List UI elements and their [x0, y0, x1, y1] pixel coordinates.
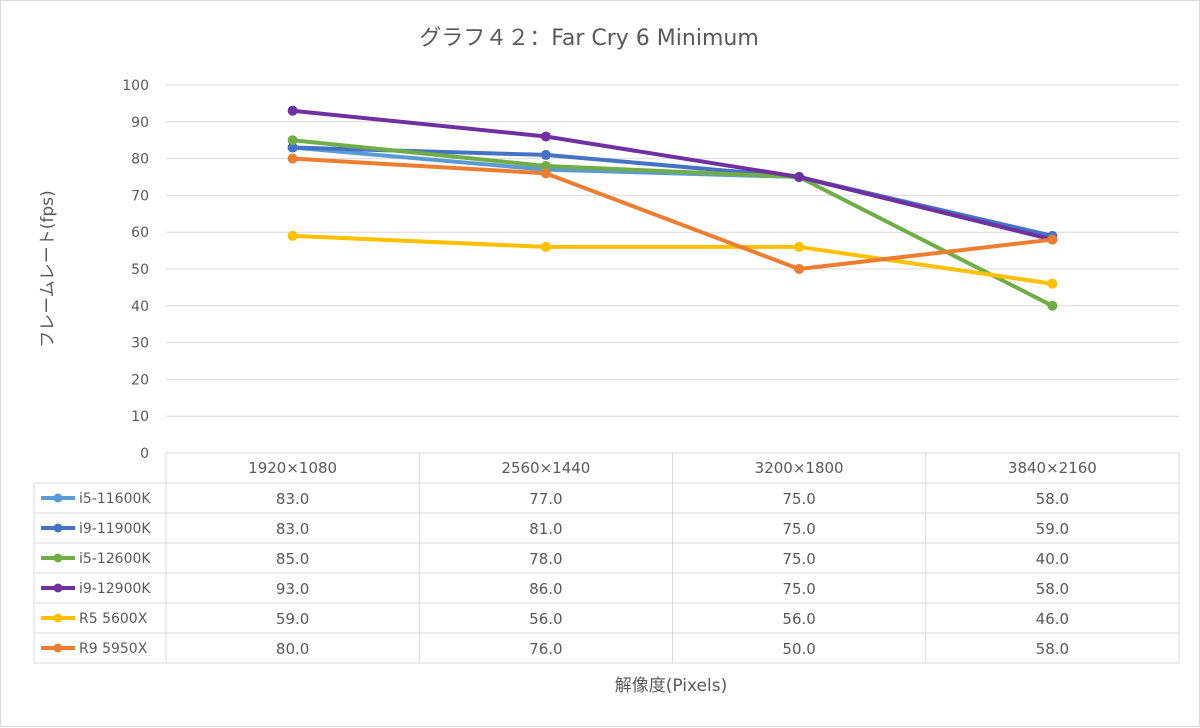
- data-cell-value: 56.0: [782, 610, 815, 628]
- data-cell-value: 75.0: [782, 580, 815, 598]
- data-point: [794, 241, 805, 252]
- data-cell-value: 78.0: [529, 550, 562, 568]
- data-point: [1047, 278, 1058, 289]
- chart-title: グラフ４２：Far Cry 6 Minimum: [419, 26, 759, 51]
- data-cell-value: 58.0: [1036, 580, 1069, 598]
- legend-series-name: i5-12600K: [79, 551, 151, 567]
- data-cell-value: 76.0: [529, 640, 562, 658]
- y-tick-label: 60: [131, 225, 149, 241]
- data-point: [287, 230, 298, 241]
- data-point: [794, 172, 805, 182]
- data-cell-value: 77.0: [529, 490, 562, 508]
- data-cell-value: 93.0: [276, 580, 309, 598]
- series-lines: [287, 105, 1058, 311]
- data-cell-value: 83.0: [276, 490, 309, 508]
- data-point: [287, 135, 298, 146]
- y-axis-ticks: 0 10 20 30 40 50 60 70 80 90 100: [122, 78, 149, 462]
- data-cell-value: 75.0: [782, 520, 815, 538]
- legend-key-marker: [53, 493, 63, 503]
- data-cell-value: 56.0: [529, 610, 562, 628]
- y-tick-label: 80: [131, 152, 149, 168]
- legend-series-name: i9-12900K: [79, 581, 151, 597]
- data-point: [540, 168, 551, 179]
- data-point: [287, 142, 298, 153]
- data-point: [287, 153, 298, 164]
- data-cell-value: 59.0: [1036, 520, 1069, 538]
- legend-key-marker: [53, 553, 63, 563]
- data-cell-value: 85.0: [276, 550, 309, 568]
- y-tick-label: 10: [131, 409, 149, 425]
- series-line: [290, 145, 1055, 242]
- series-line: [290, 156, 1055, 271]
- data-cell-value: 83.0: [276, 520, 309, 538]
- legend-series-name: i5-11600K: [79, 491, 151, 507]
- data-cell-value: 80.0: [276, 640, 309, 658]
- data-cell-value: 59.0: [276, 610, 309, 628]
- data-cell-value: 46.0: [1036, 610, 1069, 628]
- y-tick-label: 40: [131, 299, 149, 315]
- y-tick-label: 0: [140, 446, 149, 462]
- legend-series-name: R5 5600X: [79, 611, 148, 627]
- y-tick-label: 90: [131, 115, 149, 131]
- data-point: [1047, 234, 1058, 245]
- y-tick-label: 100: [122, 78, 149, 94]
- legend-key-marker: [53, 613, 63, 623]
- y-tick-label: 30: [131, 336, 149, 352]
- x-category-label: 3200×1800: [755, 459, 844, 477]
- data-table: 1920×1080 2560×1440 3200×1800 3840×2160 i5-1…: [33, 452, 1180, 664]
- y-tick-label: 50: [131, 262, 149, 278]
- y-tick-label: 70: [131, 188, 149, 204]
- series-line: [290, 108, 1055, 242]
- data-cell-value: 86.0: [529, 580, 562, 598]
- data-point: [540, 131, 551, 142]
- data-point: [540, 241, 551, 252]
- data-cell-value: 58.0: [1036, 640, 1069, 658]
- y-tick-label: 20: [131, 372, 149, 388]
- legend-key-marker: [53, 523, 63, 533]
- data-cell-value: 75.0: [782, 490, 815, 508]
- data-cell-value: 50.0: [782, 640, 815, 658]
- series-line: [290, 233, 1055, 286]
- data-cell-value: 40.0: [1036, 550, 1069, 568]
- gridlines: [166, 84, 1179, 417]
- legend-series-name: i9-11900K: [79, 521, 151, 537]
- data-point: [540, 149, 551, 160]
- x-category-label: 3840×2160: [1008, 459, 1097, 477]
- data-point: [287, 105, 298, 116]
- data-point: [794, 264, 805, 274]
- data-point: [1047, 300, 1058, 311]
- data-cell-value: 81.0: [529, 520, 562, 538]
- legend-series-name: R9 5950X: [79, 641, 148, 657]
- data-cell-value: 58.0: [1036, 490, 1069, 508]
- data-point: [540, 160, 551, 171]
- x-category-label: 2560×1440: [501, 459, 590, 477]
- y-axis-label: フレームレート(fps): [38, 190, 58, 347]
- x-category-label: 1920×1080: [248, 459, 337, 477]
- series-line: [290, 138, 1055, 308]
- data-cell-value: 75.0: [782, 550, 815, 568]
- legend-key-marker: [53, 643, 63, 653]
- legend-key-marker: [53, 583, 63, 593]
- x-axis-label: 解像度(Pixels): [615, 676, 727, 696]
